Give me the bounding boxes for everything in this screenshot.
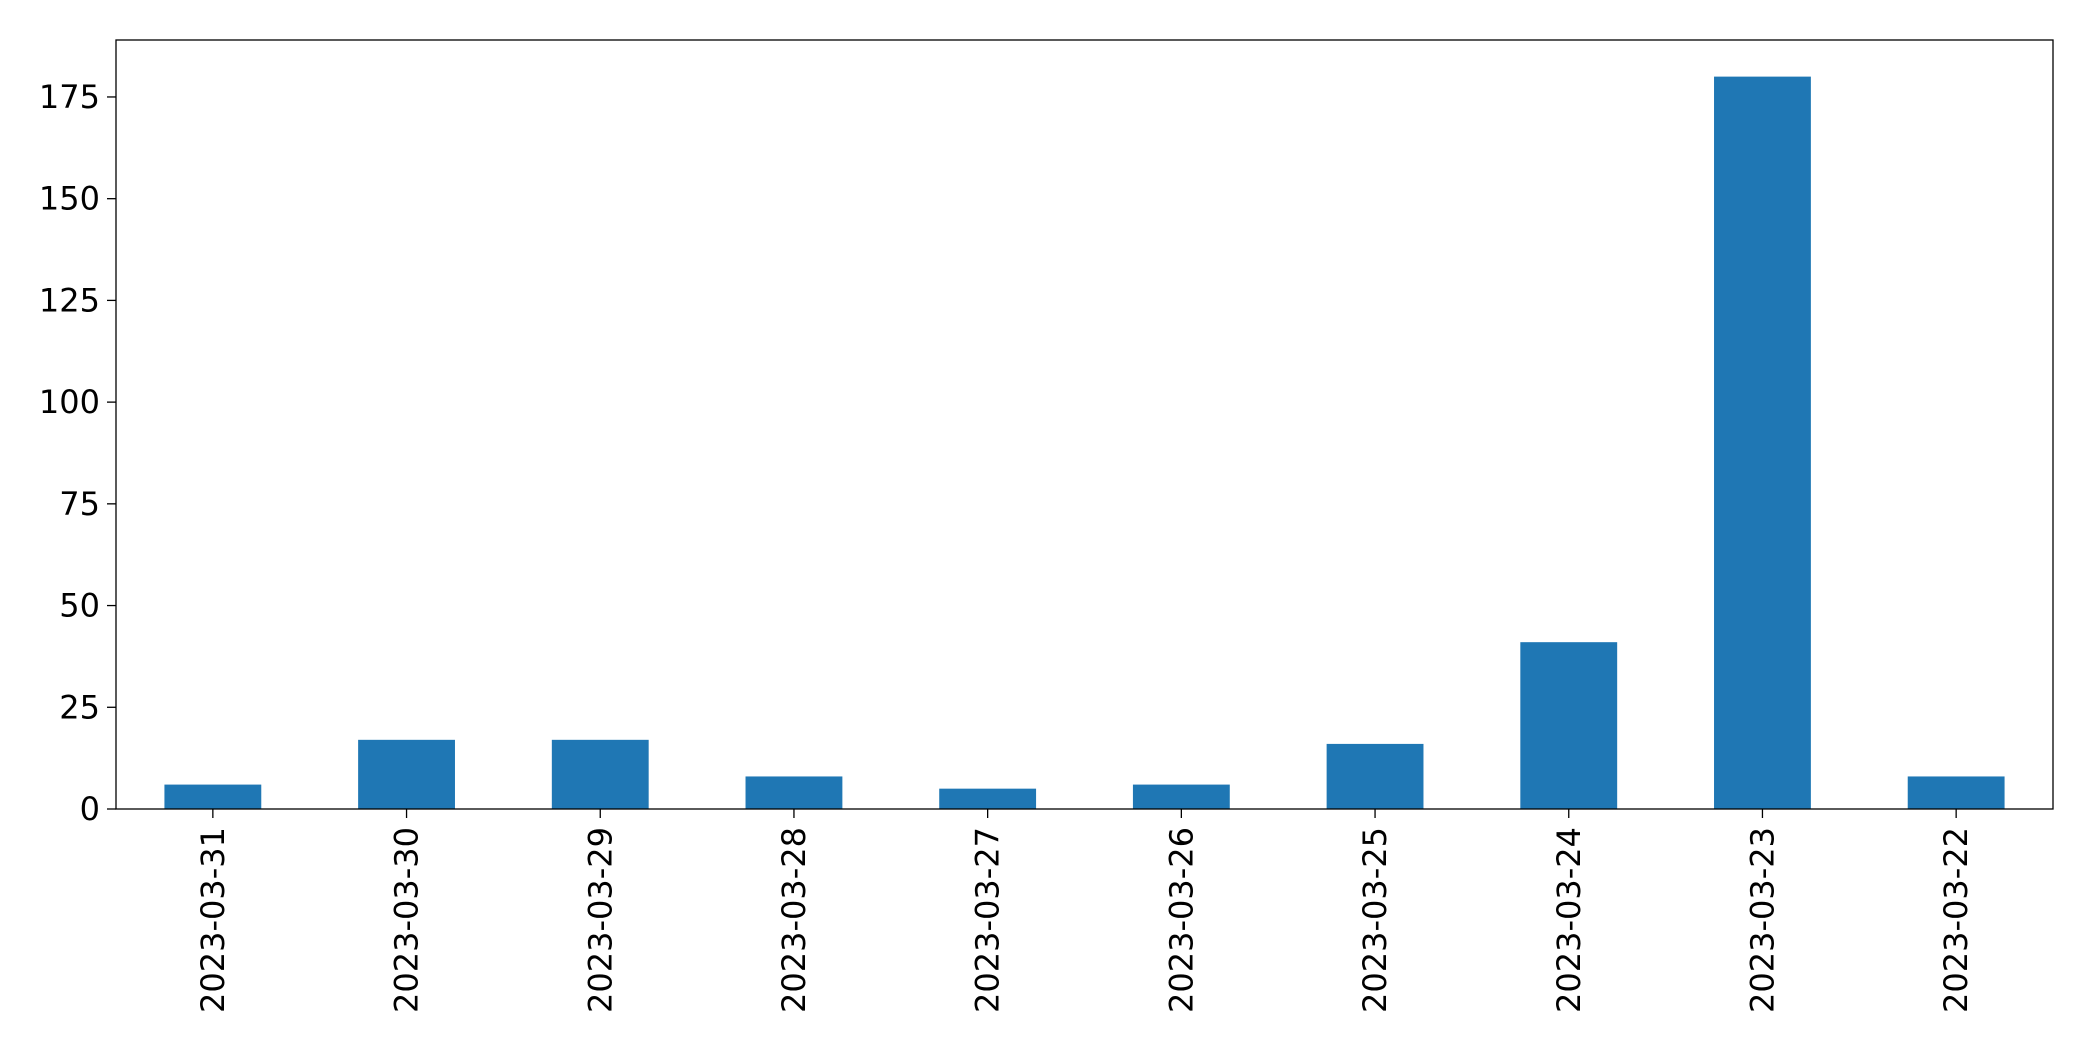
y-tick-label: 50 xyxy=(59,587,100,625)
x-tick-label: 2023-03-28 xyxy=(775,827,813,1013)
bar xyxy=(551,739,649,809)
y-tick-label: 175 xyxy=(39,78,100,116)
x-tick-label: 2023-03-31 xyxy=(194,827,232,1013)
y-tick-label: 125 xyxy=(39,281,100,319)
x-tick-label: 2023-03-25 xyxy=(1356,827,1394,1013)
bar xyxy=(164,784,262,809)
y-tick-label: 25 xyxy=(59,688,100,726)
y-tick-label: 0 xyxy=(80,790,100,828)
bar xyxy=(745,776,843,809)
y-tick-label: 150 xyxy=(39,180,100,218)
plot-frame xyxy=(115,39,2054,810)
x-tick-label: 2023-03-22 xyxy=(1937,827,1975,1013)
bar xyxy=(1132,784,1230,809)
bar xyxy=(1714,76,1811,810)
x-tick-label: 2023-03-30 xyxy=(388,827,426,1013)
y-tick-label: 100 xyxy=(39,383,100,421)
x-tick-label: 2023-03-24 xyxy=(1550,827,1588,1013)
bar xyxy=(1907,776,2005,809)
x-tick-label: 2023-03-23 xyxy=(1743,827,1781,1013)
bar xyxy=(358,739,455,809)
bar xyxy=(1520,642,1618,809)
y-tick-label: 75 xyxy=(59,485,100,523)
x-tick-label: 2023-03-27 xyxy=(969,827,1007,1013)
bar xyxy=(1326,743,1424,809)
bar xyxy=(939,788,1037,809)
x-tick-label: 2023-03-29 xyxy=(581,827,619,1013)
x-tick-label: 2023-03-26 xyxy=(1162,827,1200,1013)
